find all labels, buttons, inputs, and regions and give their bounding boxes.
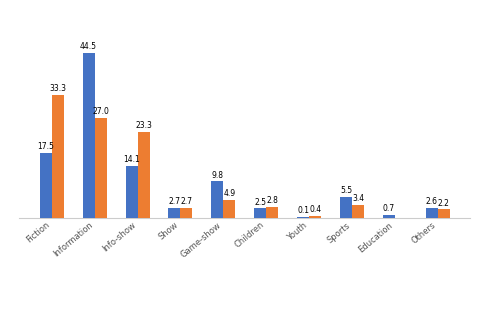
Text: 2.8: 2.8	[266, 196, 278, 205]
Text: 0.7: 0.7	[383, 204, 395, 213]
Text: 2.6: 2.6	[426, 197, 438, 206]
Text: 17.5: 17.5	[37, 142, 54, 151]
Bar	[383, 215, 395, 218]
Bar	[340, 197, 352, 218]
Text: 2.7: 2.7	[168, 197, 180, 206]
Text: 9.8: 9.8	[211, 171, 223, 180]
Text: 3.4: 3.4	[352, 194, 364, 203]
Bar	[297, 217, 309, 218]
Bar	[211, 181, 223, 218]
Bar	[83, 53, 95, 218]
Bar	[352, 205, 364, 218]
Bar	[52, 95, 64, 218]
Text: 33.3: 33.3	[49, 84, 66, 93]
Bar	[266, 207, 278, 218]
Text: 0.4: 0.4	[309, 205, 321, 214]
Bar	[438, 210, 450, 218]
Text: 2.5: 2.5	[254, 197, 266, 206]
Bar	[426, 208, 438, 218]
Bar	[223, 199, 235, 218]
Bar	[309, 216, 321, 218]
Text: 2.7: 2.7	[180, 197, 192, 206]
Bar	[138, 132, 150, 218]
Bar	[40, 153, 52, 218]
Text: 44.5: 44.5	[80, 43, 97, 52]
Bar	[126, 165, 138, 218]
Text: 27.0: 27.0	[92, 107, 109, 116]
Text: 0.1: 0.1	[297, 206, 309, 215]
Bar	[95, 118, 107, 218]
Text: 23.3: 23.3	[135, 121, 152, 130]
Bar	[180, 208, 192, 218]
Bar	[254, 208, 266, 218]
Text: 2.2: 2.2	[438, 199, 450, 208]
Text: 4.9: 4.9	[223, 189, 235, 198]
Bar	[168, 208, 180, 218]
Text: 5.5: 5.5	[340, 187, 352, 196]
Text: 14.1: 14.1	[123, 155, 140, 164]
